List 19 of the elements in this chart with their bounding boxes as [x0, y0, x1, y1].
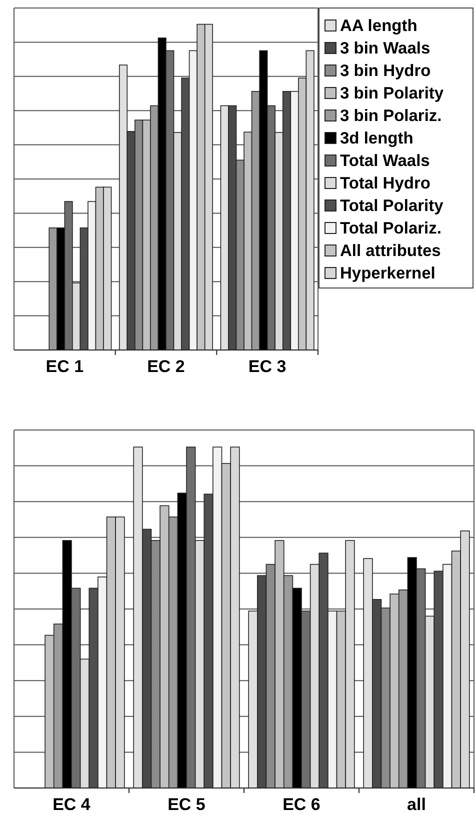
legend-label: Total Polariz.: [340, 220, 442, 238]
legend-label: 3 bin Waals: [340, 40, 430, 58]
x-tick-label: EC 1: [46, 357, 84, 376]
x-tick-label: EC 3: [248, 357, 286, 376]
legend-label: AA length: [340, 17, 418, 35]
legend-label: 3 bin Polariz.: [340, 107, 442, 125]
x-tick-label: EC 5: [168, 795, 206, 814]
x-tick-label: EC 6: [282, 795, 320, 814]
legend-label: 3 bin Polarity: [340, 84, 444, 102]
legend-label: All attributes: [340, 242, 441, 260]
legend-label: 3d length: [340, 130, 414, 148]
legend-label: Total Hydro: [340, 174, 430, 192]
legend-label: Total Polarity: [340, 197, 444, 215]
legend-label: 3 bin Hydro: [340, 62, 431, 80]
x-tick-label: EC 2: [147, 357, 185, 376]
x-tick-label: all: [407, 795, 426, 814]
x-tick-label: EC 4: [52, 795, 91, 814]
legend-label: Hyperkernel: [340, 264, 436, 282]
legend-label: Total Waals: [340, 152, 430, 170]
